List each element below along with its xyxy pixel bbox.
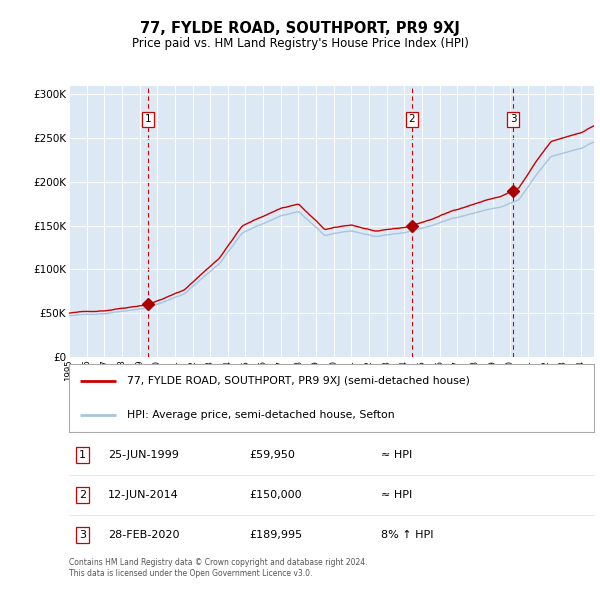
Text: Price paid vs. HM Land Registry's House Price Index (HPI): Price paid vs. HM Land Registry's House … bbox=[131, 37, 469, 50]
Text: 77, FYLDE ROAD, SOUTHPORT, PR9 9XJ (semi-detached house): 77, FYLDE ROAD, SOUTHPORT, PR9 9XJ (semi… bbox=[127, 376, 470, 386]
Text: ≈ HPI: ≈ HPI bbox=[381, 450, 412, 460]
Text: 3: 3 bbox=[509, 114, 517, 124]
Text: 1: 1 bbox=[79, 450, 86, 460]
Text: £150,000: £150,000 bbox=[249, 490, 302, 500]
Text: Contains HM Land Registry data © Crown copyright and database right 2024.
This d: Contains HM Land Registry data © Crown c… bbox=[69, 558, 367, 578]
Text: 25-JUN-1999: 25-JUN-1999 bbox=[108, 450, 179, 460]
Text: 2: 2 bbox=[79, 490, 86, 500]
Text: 3: 3 bbox=[79, 530, 86, 540]
Text: ≈ HPI: ≈ HPI bbox=[381, 490, 412, 500]
Text: £59,950: £59,950 bbox=[249, 450, 295, 460]
Text: 12-JUN-2014: 12-JUN-2014 bbox=[108, 490, 179, 500]
Text: 1: 1 bbox=[145, 114, 151, 124]
Text: 28-FEB-2020: 28-FEB-2020 bbox=[108, 530, 179, 540]
Text: £189,995: £189,995 bbox=[249, 530, 302, 540]
Text: 77, FYLDE ROAD, SOUTHPORT, PR9 9XJ: 77, FYLDE ROAD, SOUTHPORT, PR9 9XJ bbox=[140, 21, 460, 35]
Text: 2: 2 bbox=[409, 114, 415, 124]
Text: 8% ↑ HPI: 8% ↑ HPI bbox=[381, 530, 433, 540]
Text: HPI: Average price, semi-detached house, Sefton: HPI: Average price, semi-detached house,… bbox=[127, 410, 394, 420]
